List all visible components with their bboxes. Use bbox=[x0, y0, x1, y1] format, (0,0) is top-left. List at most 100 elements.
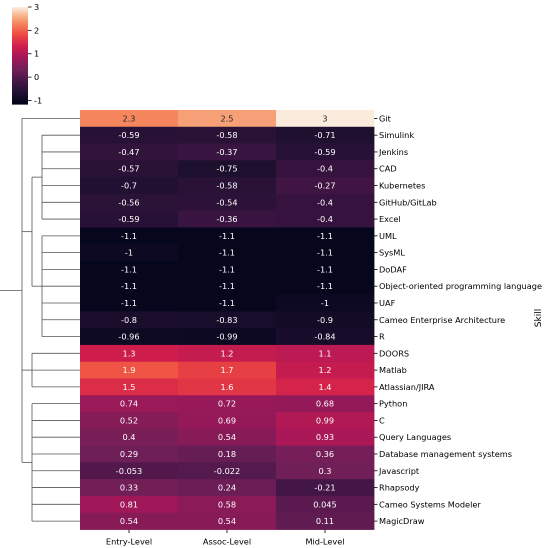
cell-value-label: 1.5 bbox=[122, 382, 135, 392]
y-axis-label: Skill bbox=[534, 309, 544, 327]
heatmap-cell bbox=[178, 110, 277, 128]
colorbar-tick-label: 3 bbox=[34, 2, 39, 12]
heatmap-cell bbox=[178, 361, 277, 379]
colorbar-segment bbox=[12, 36, 28, 38]
cell-value-label: 0.4 bbox=[122, 432, 135, 442]
colorbar-segment bbox=[12, 43, 28, 46]
heatmap-cell bbox=[80, 328, 179, 346]
heatmap-cell bbox=[276, 210, 375, 228]
heatmap-cell bbox=[80, 110, 179, 128]
heatmap-cell bbox=[178, 462, 277, 480]
heatmap-cell bbox=[276, 344, 375, 363]
colorbar-segment bbox=[12, 60, 28, 63]
colorbar-segment bbox=[12, 71, 28, 74]
colorbar-segment bbox=[12, 62, 28, 65]
colorbar-segment bbox=[12, 47, 28, 49]
colorbar-segment bbox=[12, 96, 28, 99]
colorbar-segment bbox=[12, 89, 28, 92]
cell-value-label: -1.1 bbox=[121, 264, 137, 274]
heatmap-cell bbox=[178, 160, 277, 178]
heatmap-cell bbox=[276, 193, 375, 212]
heatmap-cell bbox=[80, 294, 179, 312]
colorbar-segment bbox=[12, 30, 28, 32]
heatmap-cell bbox=[178, 311, 277, 329]
cell-value-label: -0.022 bbox=[214, 466, 240, 476]
cell-value-label: -0.4 bbox=[317, 214, 333, 224]
heatmap-cell bbox=[80, 512, 179, 530]
heatmap-cell bbox=[178, 294, 277, 312]
cell-value-label: -0.47 bbox=[118, 147, 139, 157]
row-label: Rhapsody bbox=[379, 483, 420, 493]
colorbar-segment bbox=[12, 65, 28, 68]
cell-value-label: -0.59 bbox=[118, 130, 139, 140]
heatmap-cell bbox=[80, 261, 179, 279]
colorbar-segment bbox=[12, 50, 28, 53]
cell-value-label: -0.84 bbox=[314, 332, 335, 342]
column-label: Mid-Level bbox=[305, 537, 344, 547]
colorbar-segment bbox=[12, 7, 28, 9]
heatmap-cell bbox=[178, 143, 277, 161]
heatmap-cell bbox=[80, 412, 179, 430]
cell-value-label: 0.11 bbox=[316, 516, 334, 526]
cell-value-label: 0.18 bbox=[218, 449, 236, 459]
row-label: UML bbox=[379, 231, 397, 241]
cell-value-label: -1.1 bbox=[317, 281, 333, 291]
cell-value-label: 2.5 bbox=[220, 113, 233, 123]
colorbar-segment bbox=[12, 61, 28, 64]
heatmap-cell bbox=[80, 361, 179, 379]
row-label: DoDAF bbox=[379, 264, 407, 274]
cell-value-label: 1.1 bbox=[318, 348, 331, 358]
cell-value-label: -0.053 bbox=[116, 466, 142, 476]
cell-value-label: -0.21 bbox=[314, 483, 335, 493]
colorbar-segment bbox=[12, 15, 28, 18]
colorbar-segment bbox=[12, 44, 28, 47]
row-label: UAF bbox=[379, 298, 396, 308]
column-labels: Entry-Level Assoc-Level Mid-Level bbox=[106, 529, 345, 547]
cell-value-label: -0.58 bbox=[216, 130, 237, 140]
heatmap-cell bbox=[178, 445, 277, 463]
colorbar-segment bbox=[12, 21, 28, 24]
cell-value-label: -1.1 bbox=[219, 298, 235, 308]
cell-value-label: 0.99 bbox=[316, 415, 334, 425]
row-label: C bbox=[379, 415, 385, 425]
cell-value-label: -0.7 bbox=[121, 181, 137, 191]
heatmap-cell bbox=[80, 479, 179, 497]
heatmap-cell bbox=[178, 277, 277, 295]
cell-value-label: -1.1 bbox=[121, 231, 137, 241]
colorbar-segment bbox=[12, 16, 28, 19]
cell-value-label: -1.1 bbox=[121, 281, 137, 291]
cell-value-label: -0.75 bbox=[216, 164, 237, 174]
colorbar-segment bbox=[12, 94, 28, 97]
cell-value-label: -0.83 bbox=[216, 315, 237, 325]
heatmap-cell bbox=[276, 462, 375, 480]
heatmap-cell bbox=[276, 412, 375, 430]
row-label: Python bbox=[379, 399, 407, 409]
cell-value-label: -1.1 bbox=[219, 231, 235, 241]
cell-value-label: -1.1 bbox=[219, 281, 235, 291]
cell-value-label: -1.1 bbox=[317, 231, 333, 241]
cell-value-label: 0.52 bbox=[120, 415, 138, 425]
colorbar-segment bbox=[12, 76, 28, 78]
cell-value-label: -0.59 bbox=[314, 147, 335, 157]
colorbar-segment bbox=[12, 99, 28, 101]
colorbar-segment bbox=[12, 88, 28, 91]
heatmap-cell bbox=[276, 177, 375, 195]
heatmap-cell bbox=[80, 277, 179, 295]
row-label: Simulink bbox=[379, 130, 414, 140]
heatmap-cell bbox=[276, 378, 375, 396]
row-label: GitHub/GitLab bbox=[379, 197, 437, 207]
colorbar-segment bbox=[12, 57, 28, 60]
colorbar-segment bbox=[12, 93, 28, 95]
colorbar-segment bbox=[12, 63, 28, 66]
heatmap-cell bbox=[276, 244, 375, 262]
heatmap-cell bbox=[276, 160, 375, 178]
cell-value-label: 1.4 bbox=[318, 382, 331, 392]
row-label: Git bbox=[379, 113, 392, 123]
heatmap-cell bbox=[178, 193, 277, 212]
heatmap-cell bbox=[276, 328, 375, 346]
heatmap-cell bbox=[178, 126, 277, 144]
colorbar-segment bbox=[12, 97, 28, 100]
colorbar-segment bbox=[12, 68, 28, 71]
colorbar-segment bbox=[12, 91, 28, 94]
cell-value-label: 0.81 bbox=[120, 499, 138, 509]
